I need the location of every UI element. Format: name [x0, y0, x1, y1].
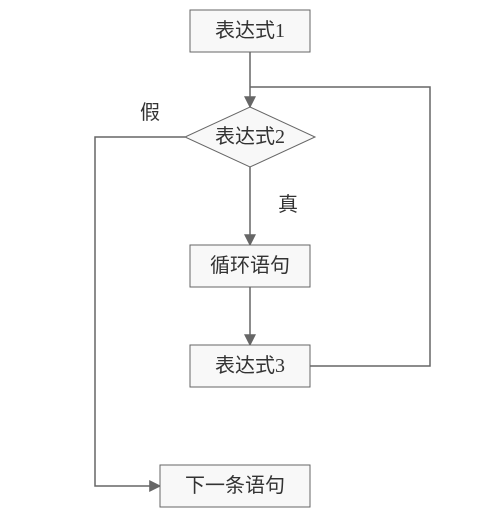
- node-expr1: 表达式1: [190, 10, 310, 52]
- node-expr2-decision: 表达式2: [185, 107, 315, 167]
- edge-label-true: 真: [278, 193, 298, 216]
- node-next-stmt-label: 下一条语句: [185, 474, 285, 497]
- node-expr2-label: 表达式2: [215, 125, 285, 148]
- flow-nodes: 表达式1 表达式2 循环语句 表达式3 下一条语句: [160, 10, 315, 507]
- node-loopbody-label: 循环语句: [210, 254, 290, 277]
- node-expr3-label: 表达式3: [215, 354, 285, 377]
- node-loopbody: 循环语句: [190, 245, 310, 287]
- node-expr3: 表达式3: [190, 345, 310, 387]
- node-next-stmt: 下一条语句: [160, 465, 310, 507]
- edge-label-false: 假: [140, 101, 160, 124]
- node-expr1-label: 表达式1: [215, 19, 285, 42]
- edge-n2-n5-false: [95, 137, 185, 486]
